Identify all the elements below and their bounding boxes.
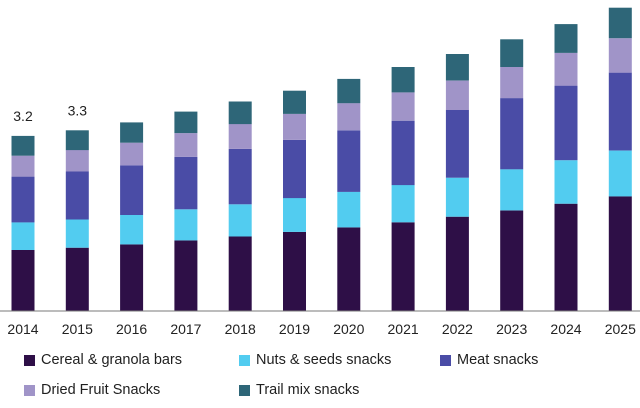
bar-segment-2022-series-4 xyxy=(445,54,469,81)
bar-segment-2019-series-4 xyxy=(283,90,306,114)
x-tick-label-2020: 2020 xyxy=(333,321,364,337)
bar-segment-2016-series-2 xyxy=(120,165,144,215)
x-tick-label-2023: 2023 xyxy=(496,321,527,337)
bar-segment-2018-series-0 xyxy=(228,236,252,311)
bar-segment-2016-series-3 xyxy=(120,142,144,166)
bar-segment-2019-series-2 xyxy=(283,139,306,199)
bar-segment-2021-series-4 xyxy=(391,67,415,93)
bar-segment-2025-series-2 xyxy=(608,72,632,151)
x-tick-label-2021: 2021 xyxy=(388,321,419,337)
bar-segment-2020-series-3 xyxy=(337,103,361,131)
x-tick-label-2018: 2018 xyxy=(225,321,256,337)
legend-swatch-0 xyxy=(24,354,35,366)
bar-segment-2023-series-4 xyxy=(500,39,524,67)
bar-segment-2017-series-1 xyxy=(174,209,198,241)
bar-segment-2022-series-1 xyxy=(445,177,469,217)
bar-segment-2014-series-3 xyxy=(11,155,35,177)
bar-segment-2014-series-4 xyxy=(11,135,35,156)
bar-segment-2024-series-0 xyxy=(554,203,578,311)
legend-label-0: Cereal & granola bars xyxy=(41,352,183,368)
x-axis-ticks: 2014 2015 2016 2017 2018 2019 2020 2021 2022 2023… xyxy=(7,321,636,337)
x-tick-label-2015: 2015 xyxy=(62,321,93,337)
bar-segment-2024-series-1 xyxy=(554,160,578,204)
legend-item-1: Nuts & seeds snacks xyxy=(239,352,391,368)
x-tick-label-2016: 2016 xyxy=(116,321,147,337)
bar-segment-2024-series-4 xyxy=(554,24,578,53)
bar-segment-2018-series-4 xyxy=(228,101,252,125)
bar-segment-2014-series-1 xyxy=(11,222,35,250)
bar-segment-2019-series-0 xyxy=(283,231,306,311)
bar-segment-2023-series-3 xyxy=(500,67,524,99)
bar-segment-2024-series-2 xyxy=(554,85,578,161)
bar-segment-2021-series-2 xyxy=(391,120,415,186)
bar-segment-2020-series-1 xyxy=(337,191,361,228)
data-label-2015: 3.3 xyxy=(68,102,88,118)
bar-segment-2023-series-0 xyxy=(500,210,524,311)
bar-segment-2017-series-4 xyxy=(174,111,198,134)
stacked-bar-chart: 2014 2015 2016 2017 2018 2019 2020 2021 2022 2023… xyxy=(0,7,640,337)
bar-segment-2015-series-1 xyxy=(65,219,89,248)
legend-item-4: Trail mix snacks xyxy=(239,382,359,398)
bar-segment-2025-series-4 xyxy=(608,7,632,39)
bar-segment-2015-series-4 xyxy=(65,130,89,151)
bar-segment-2022-series-2 xyxy=(445,109,469,178)
bars-group xyxy=(11,7,632,311)
bar-segment-2014-series-0 xyxy=(11,250,35,311)
x-tick-label-2025: 2025 xyxy=(605,321,636,337)
bar-segment-2021-series-3 xyxy=(391,92,415,121)
bar-segment-2019-series-3 xyxy=(283,113,306,140)
legend-swatch-2 xyxy=(440,354,451,366)
bar-segment-2020-series-2 xyxy=(337,130,361,192)
bar-segment-2022-series-3 xyxy=(445,80,469,110)
bar-segment-2016-series-1 xyxy=(120,215,144,245)
data-labels-group: 3.2 3.3 xyxy=(13,102,87,124)
bar-segment-2023-series-1 xyxy=(500,169,524,211)
bar-segment-2021-series-0 xyxy=(391,222,415,311)
bar-segment-2021-series-1 xyxy=(391,185,415,223)
legend-item-3: Dried Fruit Snacks xyxy=(24,382,160,398)
bar-segment-2025-series-0 xyxy=(608,196,632,311)
bar-segment-2025-series-1 xyxy=(608,150,632,197)
legend-swatch-4 xyxy=(239,384,250,396)
legend-label-3: Dried Fruit Snacks xyxy=(41,382,161,398)
x-tick-label-2014: 2014 xyxy=(7,321,38,337)
bar-segment-2016-series-4 xyxy=(120,122,144,143)
bar-segment-2023-series-2 xyxy=(500,98,524,170)
legend-swatch-3 xyxy=(24,384,35,396)
legend: Cereal & granola bars Nuts & seeds snacks… xyxy=(0,344,640,408)
legend-swatch-1 xyxy=(239,354,250,366)
legend-label-1: Nuts & seeds snacks xyxy=(256,352,392,368)
x-tick-label-2022: 2022 xyxy=(442,321,473,337)
bar-segment-2017-series-2 xyxy=(174,156,198,210)
bar-segment-2024-series-3 xyxy=(554,52,578,86)
bar-segment-2018-series-2 xyxy=(228,148,252,205)
legend-item-0: Cereal & granola bars xyxy=(24,352,182,368)
bar-segment-2025-series-3 xyxy=(608,38,632,73)
bar-segment-2017-series-3 xyxy=(174,133,198,157)
bar-segment-2016-series-0 xyxy=(120,244,144,311)
x-tick-label-2024: 2024 xyxy=(550,321,581,337)
bar-segment-2015-series-0 xyxy=(65,247,89,311)
legend-label-4: Trail mix snacks xyxy=(256,382,360,398)
bar-segment-2018-series-1 xyxy=(228,204,252,237)
data-label-2014: 3.2 xyxy=(13,108,33,124)
legend-item-2: Meat snacks xyxy=(440,352,538,368)
bar-segment-2017-series-0 xyxy=(174,240,198,311)
bar-segment-2015-series-3 xyxy=(65,150,89,172)
x-tick-label-2019: 2019 xyxy=(279,321,310,337)
x-tick-label-2017: 2017 xyxy=(170,321,201,337)
bar-segment-2019-series-1 xyxy=(283,198,306,232)
legend-label-2: Meat snacks xyxy=(457,352,539,368)
bar-segment-2020-series-0 xyxy=(337,227,361,311)
bar-segment-2022-series-0 xyxy=(445,216,469,311)
bar-segment-2018-series-3 xyxy=(228,124,252,149)
bar-segment-2020-series-4 xyxy=(337,78,361,104)
bar-segment-2015-series-2 xyxy=(65,171,89,220)
bar-segment-2014-series-2 xyxy=(11,176,35,223)
